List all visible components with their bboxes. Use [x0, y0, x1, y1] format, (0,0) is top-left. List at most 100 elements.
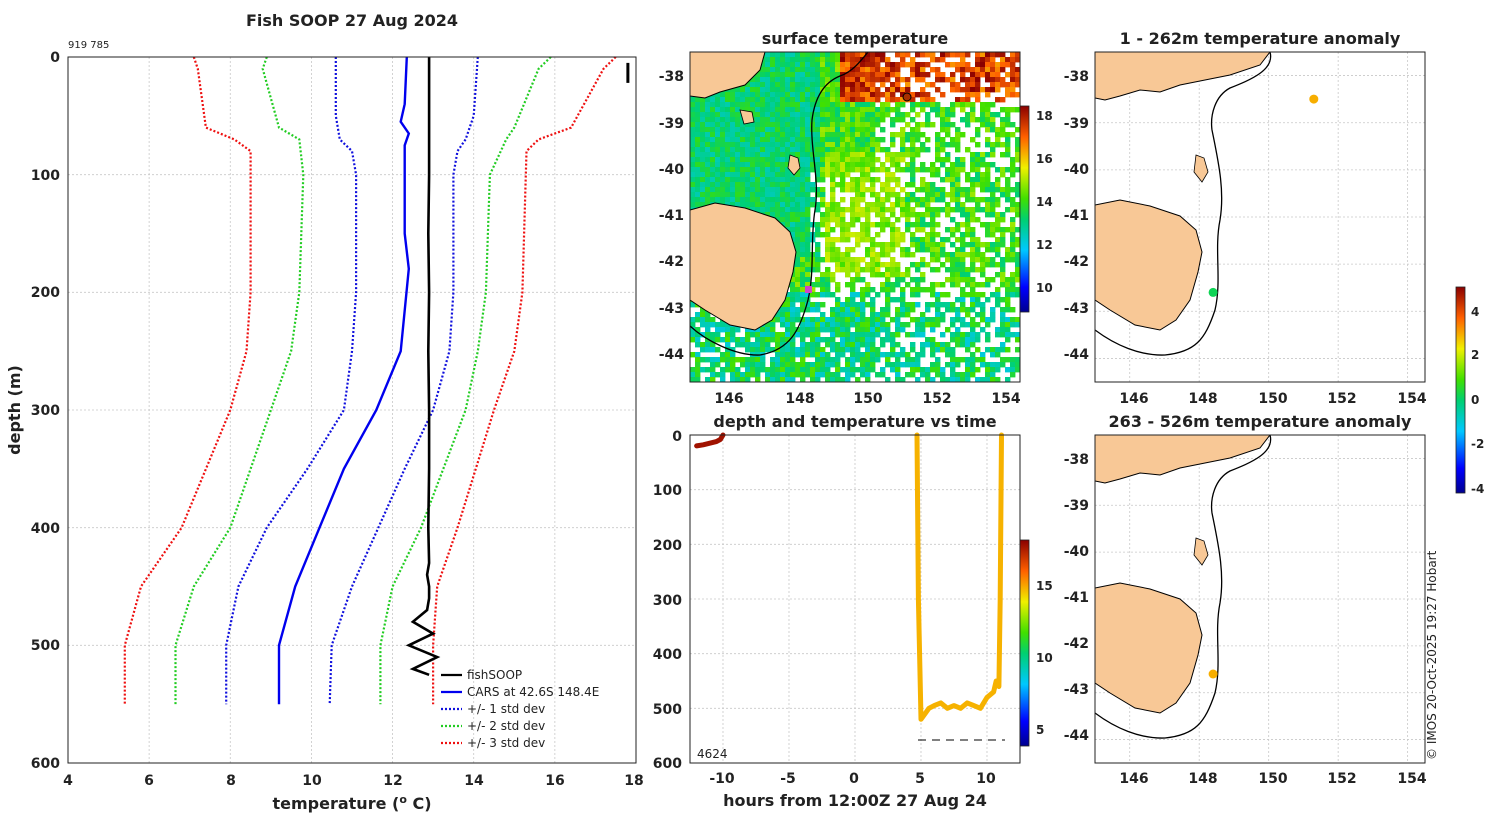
sst-pixel [800, 292, 806, 298]
sst-pixel [955, 82, 961, 88]
sst-pixel [795, 257, 801, 263]
sst-pixel [805, 342, 811, 348]
sst-pixel [960, 277, 966, 283]
sst-pixel [915, 277, 921, 283]
sst-pixel [720, 322, 726, 328]
sst-pixel [830, 237, 836, 243]
sst-pixel [1000, 307, 1006, 313]
sst-pixel [950, 332, 956, 338]
sst-pixel [825, 282, 831, 288]
sst-pixel [830, 67, 836, 73]
sst-pixel [720, 112, 726, 118]
sst-pixel [940, 332, 946, 338]
sst-pixel [815, 127, 821, 133]
sst-pixel [690, 197, 696, 203]
anomaly-top-points [1208, 94, 1319, 297]
sst-pixel [790, 327, 796, 333]
sst-pixel [855, 377, 861, 382]
sst-pixel [925, 52, 931, 58]
sst-pixel [765, 137, 771, 143]
sst-pixel [700, 162, 706, 168]
sst-pixel [995, 187, 1001, 193]
sst-pixel [800, 257, 806, 263]
sst-pixel [915, 282, 921, 288]
sst-pixel [720, 192, 726, 198]
sst-pixel [930, 367, 936, 373]
timeseries-title: depth and temperature vs time [713, 412, 996, 431]
sst-pixel [745, 172, 751, 178]
series-fishsoop [405, 57, 441, 677]
sst-pixel [715, 152, 721, 158]
sst-pixel [975, 77, 981, 83]
sst-pixel [960, 317, 966, 323]
sst-pixel [820, 192, 826, 198]
sst-pixel [820, 52, 826, 58]
sst-pixel [825, 377, 831, 382]
sst-pixel [910, 152, 916, 158]
sst-pixel [750, 107, 756, 113]
sst-pixel [795, 277, 801, 283]
sst-pixel [850, 87, 856, 93]
sst-pixel [1010, 202, 1016, 208]
x-tick: 14 [464, 773, 484, 789]
sst-pixel [885, 247, 891, 253]
sst-pixel [970, 177, 976, 183]
sst-pixel [700, 137, 706, 143]
sst-pixel [930, 172, 936, 178]
sst-pixel [730, 352, 736, 358]
sst-pixel [965, 282, 971, 288]
sst-pixel [815, 357, 821, 363]
sst-pixel [850, 347, 856, 353]
sst-pixel [825, 337, 831, 343]
sst-pixel [835, 287, 841, 293]
sst-pixel [890, 342, 896, 348]
sst-pixel [690, 367, 696, 373]
sst-pixel [745, 327, 751, 333]
sst-pixel [855, 152, 861, 158]
sst-pixel [745, 362, 751, 368]
sst-pixel [785, 182, 791, 188]
sst-pixel [760, 107, 766, 113]
sst-pixel [900, 302, 906, 308]
sst-pixel [880, 262, 886, 268]
sst-pixel [790, 212, 796, 218]
sst-pixel [910, 347, 916, 353]
sst-pixel [845, 152, 851, 158]
sst-pixel [770, 377, 776, 382]
sst-pixel [795, 57, 801, 63]
sst-pixel [925, 307, 931, 313]
sst-pixel [725, 157, 731, 163]
sst-pixel [990, 127, 996, 133]
sst-pixel [700, 167, 706, 173]
sst-pixel [960, 162, 966, 168]
sst-pixel [780, 117, 786, 123]
sst-pixel [790, 277, 796, 283]
sst-pixel [1005, 377, 1011, 382]
sst-pixel [890, 242, 896, 248]
sst-pixel [820, 77, 826, 83]
sst-pixel [855, 197, 861, 203]
sst-pixel [920, 327, 926, 333]
sst-pixel [850, 352, 856, 358]
sst-pixel [970, 227, 976, 233]
sst-pixel [800, 202, 806, 208]
sst-pixel [995, 297, 1001, 303]
sst-pixel [765, 327, 771, 333]
sst-pixel [690, 372, 696, 378]
sst-pixel [820, 157, 826, 163]
sst-pixel [800, 237, 806, 243]
sst-pixel [895, 82, 901, 88]
sst-pixel [840, 337, 846, 343]
sst-pixel [865, 142, 871, 148]
sst-pixel [1005, 92, 1011, 98]
sst-pixel [690, 127, 696, 133]
sst-pixel [855, 267, 861, 273]
sst-pixel [805, 197, 811, 203]
sst-pixel [825, 122, 831, 128]
sst-pixel [855, 337, 861, 343]
sst-pixel [880, 252, 886, 258]
sst-pixel [935, 297, 941, 303]
sst-pixel [835, 112, 841, 118]
sst-pixel [940, 77, 946, 83]
sst-pixel [920, 197, 926, 203]
